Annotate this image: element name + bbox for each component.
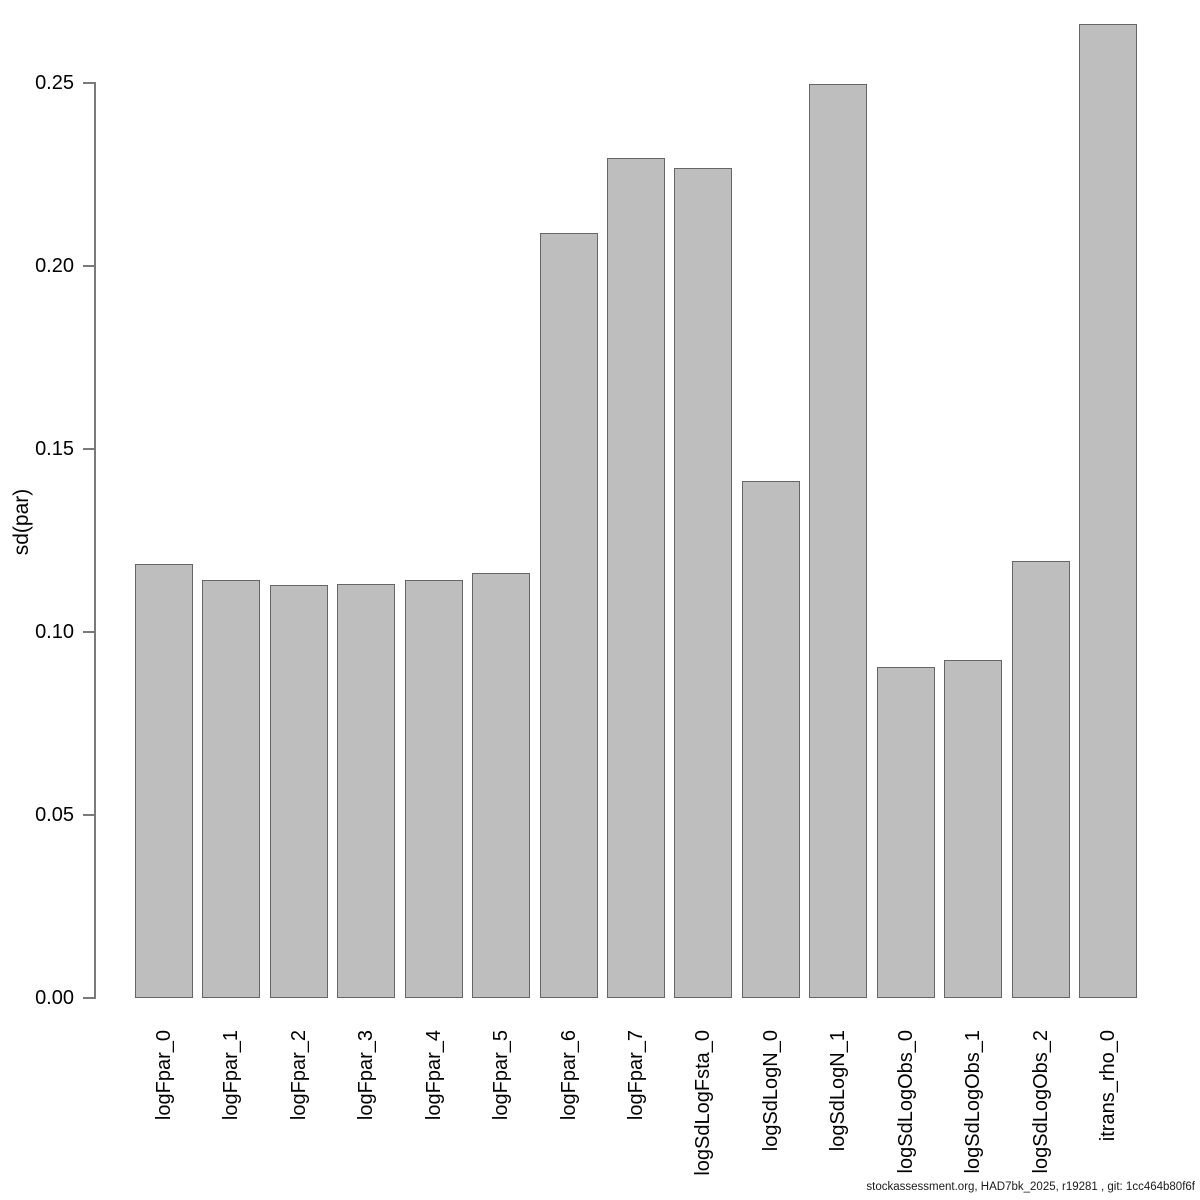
bar: [742, 481, 800, 998]
bar: [202, 580, 260, 998]
x-axis-label: logSdLogN_1: [827, 1030, 849, 1152]
bar: [944, 660, 1002, 998]
y-axis-line: [94, 82, 96, 999]
y-axis-tick: [83, 265, 95, 267]
y-axis-tick: [83, 631, 95, 633]
bar: [270, 585, 328, 998]
bar: [674, 168, 732, 998]
x-axis-label: logFpar_6: [558, 1030, 580, 1121]
x-axis-label: logFpar_3: [355, 1030, 377, 1121]
bar: [809, 84, 867, 998]
x-axis-label: logFpar_4: [423, 1030, 445, 1121]
y-axis-tick: [83, 448, 95, 450]
bar: [135, 564, 193, 998]
bar: [472, 573, 530, 998]
y-axis-tick-label: 0.05: [35, 804, 74, 826]
x-axis-label: logFpar_7: [625, 1030, 647, 1121]
x-axis-label: logFpar_2: [288, 1030, 310, 1121]
y-axis-tick: [83, 997, 95, 999]
bar: [540, 233, 598, 998]
footer-watermark: stockassessment.org, HAD7bk_2025, r19281…: [866, 1181, 1195, 1193]
x-axis-label: logFpar_1: [220, 1030, 242, 1121]
x-axis-label: logSdLogObs_0: [895, 1030, 917, 1174]
x-axis-label: logSdLogObs_2: [1030, 1030, 1052, 1174]
bar: [337, 584, 395, 998]
x-axis-label: logFpar_5: [490, 1030, 512, 1121]
y-axis-tick: [83, 814, 95, 816]
bar: [1012, 561, 1070, 998]
y-axis-tick-label: 0.10: [35, 621, 74, 643]
y-axis-tick-label: 0.25: [35, 72, 74, 94]
bar: [877, 667, 935, 998]
y-axis-tick-label: 0.20: [35, 255, 74, 277]
y-axis-tick-label: 0.15: [35, 438, 74, 460]
y-axis-tick: [83, 82, 95, 84]
x-axis-label: itrans_rho_0: [1097, 1030, 1119, 1142]
x-axis-label: logFpar_0: [153, 1030, 175, 1121]
x-axis-label: logSdLogFsta_0: [692, 1030, 714, 1176]
y-axis-tick-label: 0.00: [35, 987, 74, 1009]
bar: [1079, 24, 1137, 998]
bar: [405, 580, 463, 998]
x-axis-label: logSdLogN_0: [760, 1030, 782, 1152]
x-axis-label: logSdLogObs_1: [962, 1030, 984, 1174]
y-axis-title: sd(par): [10, 488, 33, 556]
bar: [607, 158, 665, 998]
